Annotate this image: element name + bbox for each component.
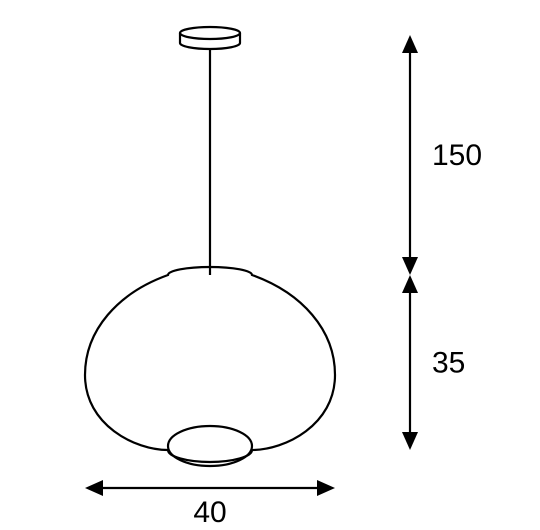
dimension-height-shade: 35 xyxy=(402,275,465,450)
dimension-label-width: 40 xyxy=(193,496,226,529)
dimension-width: 40 xyxy=(85,480,335,529)
canopy xyxy=(180,27,240,49)
pendant-lamp-diagram: 150 35 40 xyxy=(0,0,540,530)
dimension-label-height-shade: 35 xyxy=(432,347,465,380)
dimension-height-total: 150 xyxy=(402,35,482,275)
lamp-shade xyxy=(85,267,335,466)
shade-bottom-opening xyxy=(168,426,252,466)
dimension-label-height-total: 150 xyxy=(432,139,482,172)
